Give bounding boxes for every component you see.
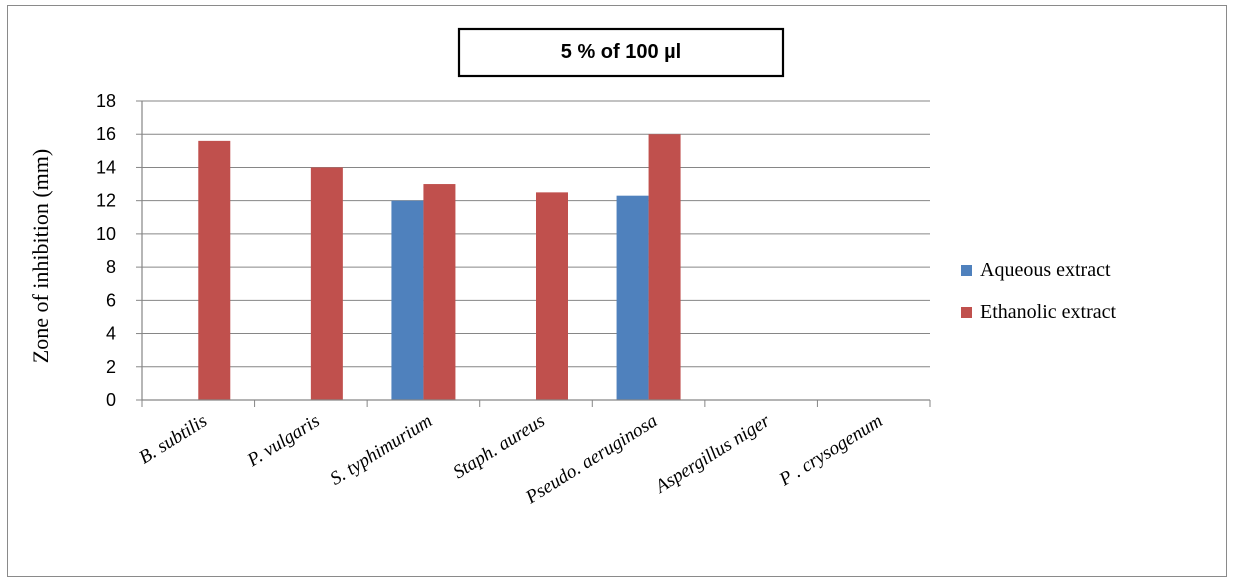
- bar: [391, 200, 424, 400]
- y-tick-labels: 0 2 4 6 8 10 12 14 16 18: [96, 91, 116, 410]
- y-tick-label: 2: [106, 357, 116, 377]
- y-tick-label: 14: [96, 157, 116, 177]
- y-tick-label: 10: [96, 224, 116, 244]
- y-tick-label: 4: [106, 324, 116, 344]
- bars: [198, 134, 681, 400]
- y-tick-label: 12: [96, 191, 116, 211]
- bar: [536, 192, 568, 400]
- chart-title-box: 5 % of 100 µl: [457, 27, 785, 78]
- legend-label: Ethanolic extract: [980, 301, 1116, 323]
- x-tick-label: Staph. aureus: [449, 410, 548, 483]
- y-tick-label: 8: [106, 257, 116, 277]
- bar: [648, 134, 681, 400]
- bar: [616, 195, 649, 400]
- axes: [136, 100, 931, 407]
- y-tick-label: 0: [106, 390, 116, 410]
- x-tick-label: B. subtilis: [135, 410, 211, 468]
- legend: Aqueous extract Ethanolic extract: [961, 259, 1116, 323]
- legend-label: Aqueous extract: [980, 259, 1111, 281]
- x-tick-labels: B. subtilis P. vulgaris S. typhimurium Stap…: [135, 410, 886, 509]
- bar: [423, 184, 456, 400]
- legend-swatch: [961, 265, 972, 276]
- y-tick-label: 18: [96, 91, 116, 111]
- legend-swatch: [961, 307, 972, 318]
- bar: [198, 140, 231, 400]
- y-tick-label: 6: [106, 290, 116, 310]
- bar: [310, 167, 343, 400]
- x-tick-label: P. vulgaris: [243, 410, 324, 471]
- y-axis-label: Zone of inhibition (mm): [28, 149, 53, 363]
- x-tick-label: S. typhimurium: [326, 410, 436, 489]
- x-tick-label: P . crysogenum: [775, 410, 886, 491]
- chart-title: 5 % of 100 µl: [561, 41, 681, 63]
- x-tick-label: Aspergillus niger: [650, 410, 774, 498]
- y-tick-label: 16: [96, 124, 116, 144]
